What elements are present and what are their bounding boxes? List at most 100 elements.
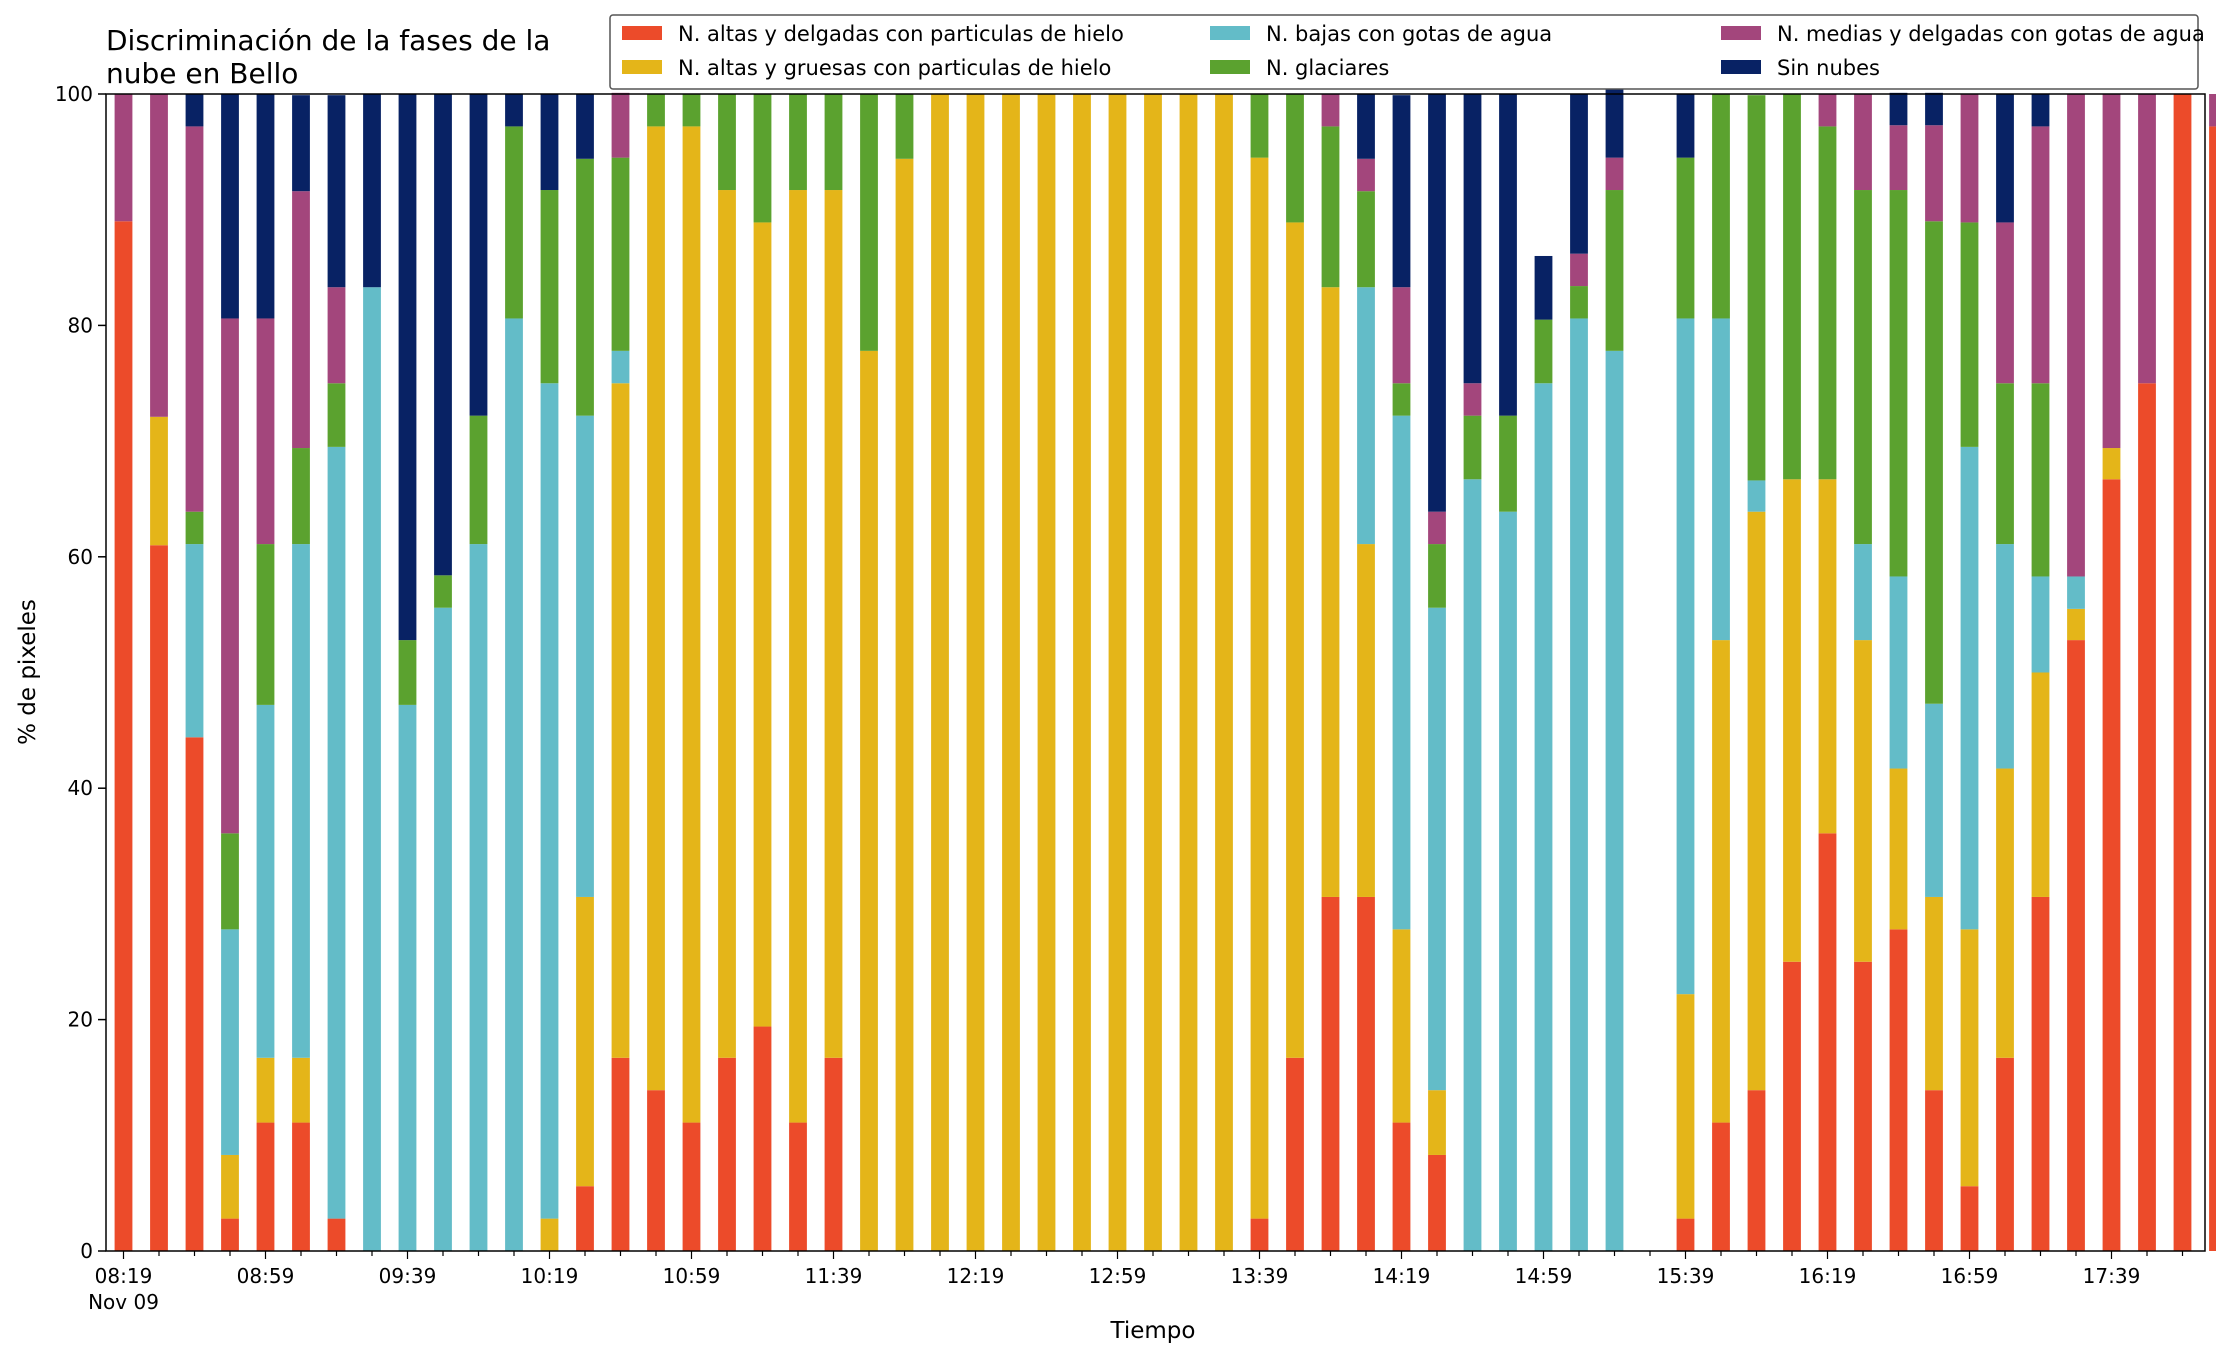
bar-segment-s0-16 — [682, 1122, 701, 1251]
bar-segment-s3-5 — [292, 448, 310, 545]
bar-segment-s1-34 — [1321, 287, 1340, 897]
bar-segment-s5-9 — [434, 94, 452, 576]
bar-segment-s2-3 — [221, 929, 239, 1155]
bar-segment-s4-48 — [1818, 94, 1837, 127]
bar-segment-s3-41 — [1570, 286, 1588, 319]
bar-segment-s2-46 — [1747, 480, 1766, 512]
bar-segment-s1-20 — [824, 190, 843, 1058]
bar-segment-s4-52 — [1960, 94, 1979, 223]
bar-segment-s5-36 — [1392, 95, 1411, 288]
bar-segment-s1-53 — [1996, 768, 2014, 1058]
bar-segment-s1-36 — [1392, 929, 1411, 1123]
x-tick-label: 12:59 — [1089, 1264, 1147, 1288]
bar-segment-s0-45 — [1712, 1122, 1730, 1251]
x-tick-date-label: Nov 09 — [88, 1290, 159, 1314]
x-tick-label: 08:59 — [237, 1264, 295, 1288]
bar-segment-s2-9 — [434, 607, 452, 1251]
legend-label-5: Sin nubes — [1777, 56, 1880, 80]
chart-title-line-2: nube en Bello — [106, 57, 298, 90]
x-tick-label: 13:39 — [1231, 1264, 1289, 1288]
bar-segment-s2-12 — [540, 383, 559, 1219]
bar-segment-s1-27 — [1073, 94, 1091, 1251]
bar-segment-s4-54 — [2031, 126, 2050, 384]
bar-segment-s5-41 — [1570, 94, 1588, 254]
bar-segment-s5-11 — [505, 94, 523, 127]
bar-segment-s5-35 — [1357, 94, 1375, 159]
bar-segment-s1-23 — [931, 94, 949, 1251]
bar-segment-s3-48 — [1818, 126, 1837, 480]
bar-segment-s1-28 — [1108, 94, 1127, 1251]
bar-segment-s5-40 — [1534, 255, 1553, 320]
bar-segment-s3-11 — [505, 126, 523, 319]
bar-segment-s5-7 — [363, 94, 381, 288]
bar-segment-s0-52 — [1960, 1186, 1979, 1251]
bar-segment-s3-21 — [860, 94, 878, 351]
bar-segment-s4-56 — [2102, 94, 2121, 449]
bar-segment-s0-17 — [718, 1057, 736, 1251]
bar-segment-s4-1 — [150, 94, 168, 417]
bar-segment-s4-53 — [1996, 222, 2014, 384]
bar-segment-s2-14 — [611, 350, 630, 384]
bar-segment-s3-4 — [256, 544, 275, 705]
y-tick-label: 20 — [68, 1008, 93, 1032]
bar-segment-s3-18 — [753, 94, 772, 223]
bar-segment-s2-40 — [1534, 383, 1553, 1251]
bar-segment-s1-51 — [1925, 896, 1943, 1091]
bar-segment-s0-56 — [2102, 479, 2121, 1251]
bar-segment-s4-50 — [1889, 125, 1908, 191]
legend-label-4: N. medias y delgadas con gotas de agua — [1777, 22, 2205, 46]
bar-segment-s1-14 — [611, 383, 630, 1058]
x-tick-label: 14:19 — [1373, 1264, 1431, 1288]
bar-segment-s1-45 — [1712, 640, 1730, 1123]
bar-segment-s1-26 — [1037, 94, 1056, 1251]
bar-segment-s1-13 — [576, 896, 594, 1187]
bar-segment-s0-44 — [1676, 1218, 1695, 1251]
x-tick-label: 16:19 — [1799, 1264, 1857, 1288]
bar-segment-s1-52 — [1960, 929, 1979, 1187]
x-axis: 08:19 08:59 09:39 10:19 10:59 11:39 12:19 12:59… — [88, 1251, 2184, 1314]
bar-segment-s4-42 — [1605, 157, 1624, 191]
bar-segment-s1-21 — [860, 350, 878, 1251]
bar-segment-s0-4 — [256, 1122, 275, 1251]
bar-segment-s5-38 — [1463, 94, 1482, 384]
y-tick-label: 100 — [55, 82, 93, 106]
bar-segment-s3-46 — [1747, 95, 1766, 481]
x-tick-label: 10:59 — [663, 1264, 721, 1288]
bar-segment-s4-34 — [1321, 94, 1340, 127]
bar-segment-s1-50 — [1889, 768, 1908, 930]
bar-segment-s5-8 — [398, 94, 417, 641]
bar-segment-s4-3 — [221, 318, 239, 834]
bar-segment-s3-50 — [1889, 190, 1908, 577]
bar-segment-s3-12 — [540, 190, 559, 384]
legend-swatch-2 — [1210, 26, 1250, 40]
bar-segment-s0-18 — [753, 1026, 772, 1251]
bar-segment-s3-10 — [469, 415, 488, 545]
bar-segment-s5-50 — [1889, 92, 1908, 126]
legend: N. altas y delgadas con particulas de hi… — [609, 14, 2205, 90]
bar-segment-s4-37 — [1428, 511, 1446, 545]
bar-segment-s5-3 — [221, 94, 239, 319]
bar-segment-s3-32 — [1250, 94, 1269, 158]
bar-segment-s2-52 — [1960, 446, 1979, 930]
bar-segment-s1-33 — [1286, 222, 1304, 1058]
bar-segment-s4-2 — [185, 126, 204, 512]
bar-segment-s0-54 — [2031, 896, 2050, 1251]
bar-segment-s1-17 — [718, 190, 736, 1058]
bar-segment-s4-5 — [292, 191, 310, 449]
bar-segment-s5-6 — [327, 95, 346, 288]
bar-segment-s1-1 — [150, 416, 168, 546]
bar-segment-s4-0 — [114, 94, 133, 222]
x-axis-label: Tiempo — [1110, 1318, 1196, 1344]
x-tick-label: 11:39 — [805, 1264, 863, 1288]
x-tick-label: 09:39 — [379, 1264, 437, 1288]
bar-segment-s0-33 — [1286, 1057, 1304, 1251]
x-tick-label: 15:39 — [1657, 1264, 1715, 1288]
bar-segment-s1-44 — [1676, 994, 1695, 1219]
bar-segment-s1-31 — [1215, 94, 1233, 1251]
bar-segment-s2-6 — [327, 446, 346, 1219]
legend-swatch-0 — [622, 26, 662, 40]
bar-segment-s5-54 — [2031, 94, 2050, 127]
legend-label-1: N. altas y gruesas con particulas de hie… — [678, 56, 1111, 80]
bar-segment-s3-51 — [1925, 221, 1943, 704]
bar-segment-s0-35 — [1357, 896, 1375, 1251]
